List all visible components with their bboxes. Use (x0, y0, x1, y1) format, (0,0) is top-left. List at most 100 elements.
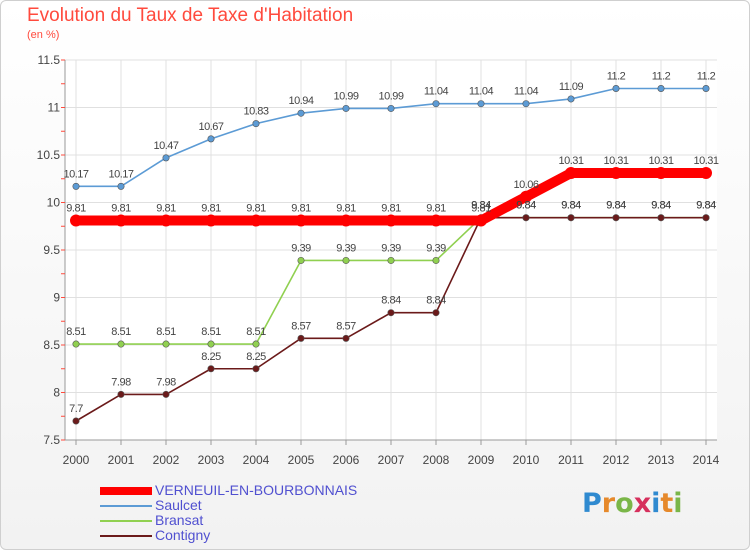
logo-letter: t (660, 488, 674, 519)
data-point (117, 390, 125, 398)
data-point (342, 334, 350, 342)
data-point (205, 214, 217, 227)
data-point (160, 214, 172, 227)
data-point (387, 104, 395, 112)
data-label: 8.57 (336, 320, 356, 332)
data-point (387, 256, 395, 264)
logo-letter: i (651, 488, 661, 519)
x-tick-label: 2014 (693, 453, 720, 467)
x-tick-label: 2007 (378, 453, 405, 467)
data-point (295, 214, 307, 227)
legend-swatch-verneuil (100, 487, 152, 495)
legend-label-saulcet: Saulcet (155, 497, 202, 513)
data-label: 9.84 (516, 200, 536, 212)
y-tick-label: 11 (48, 101, 61, 115)
data-point (117, 182, 125, 190)
data-label: 10.47 (153, 140, 178, 152)
data-point (430, 214, 442, 227)
data-label: 8.51 (201, 326, 221, 338)
data-label: 10.06 (513, 179, 538, 191)
data-label: 9.84 (471, 200, 491, 212)
data-point (522, 100, 530, 108)
data-label: 9.81 (156, 203, 176, 215)
data-point (702, 214, 710, 222)
data-label: 11.2 (652, 71, 671, 83)
data-label: 8.51 (156, 326, 176, 338)
proxiti-logo: Proxiti (582, 488, 683, 519)
data-point (385, 214, 397, 227)
data-label: 9.81 (246, 203, 266, 215)
x-tick-label: 2005 (288, 453, 315, 467)
data-point (70, 214, 82, 227)
data-point (612, 214, 620, 222)
data-point (252, 340, 260, 348)
data-label: 10.17 (63, 168, 88, 180)
data-point (567, 214, 575, 222)
data-point (700, 167, 712, 180)
data-point (477, 100, 485, 108)
data-label: 8.57 (291, 320, 311, 332)
data-label: 10.83 (243, 106, 268, 118)
data-label: 10.99 (378, 90, 403, 102)
data-point (612, 85, 620, 93)
x-tick-label: 2004 (243, 453, 270, 467)
data-point (250, 214, 262, 227)
data-label: 10.94 (288, 95, 313, 107)
data-point (207, 135, 215, 143)
data-label: 8.51 (66, 326, 86, 338)
x-tick-label: 2013 (648, 453, 675, 467)
data-label: 8.84 (381, 295, 401, 307)
data-label: 9.39 (291, 242, 311, 254)
data-point (72, 417, 80, 425)
data-point (702, 85, 710, 93)
data-point (162, 154, 170, 162)
data-label: 10.17 (108, 168, 133, 180)
chart-subtitle: (en %) (27, 29, 60, 41)
data-point (432, 100, 440, 108)
data-point (297, 334, 305, 342)
x-tick-label: 2008 (423, 453, 450, 467)
data-point (72, 182, 80, 190)
x-tick-label: 2009 (468, 453, 495, 467)
data-point (297, 256, 305, 264)
legend-label-bransat: Bransat (155, 512, 204, 528)
data-label: 9.84 (696, 200, 716, 212)
data-label: 9.81 (336, 203, 356, 215)
data-label: 9.81 (201, 203, 221, 215)
legend-label-contigny: Contigny (155, 527, 211, 543)
data-point (657, 85, 665, 93)
data-point (72, 340, 80, 348)
data-point (432, 309, 440, 317)
data-label: 10.67 (198, 121, 223, 133)
data-label: 10.31 (693, 155, 718, 167)
data-label: 8.25 (246, 351, 266, 363)
data-label: 9.81 (381, 203, 401, 215)
logo-letter: i (673, 488, 683, 519)
data-point (522, 214, 530, 222)
data-point (657, 214, 665, 222)
data-label: 8.25 (201, 351, 221, 363)
data-label: 8.51 (246, 326, 266, 338)
y-tick-label: 8.5 (43, 338, 60, 352)
data-label: 8.84 (426, 295, 446, 307)
chart-title: Evolution du Taux de Taxe d'Habitation (27, 5, 354, 26)
data-point (567, 95, 575, 103)
data-point (565, 167, 577, 180)
data-label: 9.84 (606, 200, 626, 212)
data-label: 9.39 (336, 242, 356, 254)
logo-letter: o (615, 488, 634, 519)
data-label: 9.84 (606, 200, 626, 212)
data-label: 10.99 (333, 90, 358, 102)
data-label: 9.84 (471, 200, 491, 212)
data-label: 10.31 (648, 155, 673, 167)
x-tick-label: 2001 (108, 453, 135, 467)
data-label: 10.31 (603, 155, 628, 167)
data-label: 11.04 (469, 86, 494, 98)
data-label: 11.2 (697, 71, 716, 83)
data-point (252, 120, 260, 128)
data-point (207, 340, 215, 348)
data-label: 11.04 (424, 86, 449, 98)
data-point (432, 256, 440, 264)
x-tick-label: 2010 (513, 453, 540, 467)
